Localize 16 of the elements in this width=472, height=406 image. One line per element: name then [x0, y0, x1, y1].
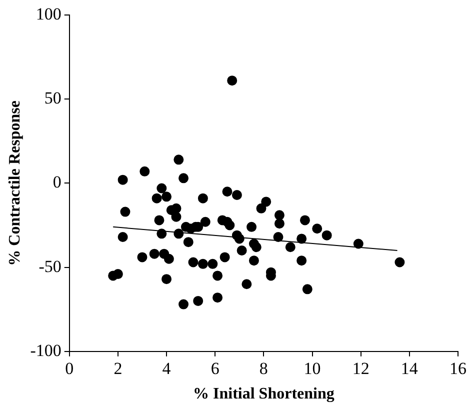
y-tick-label: -50 [38, 256, 62, 276]
y-tick-label: 50 [44, 88, 62, 108]
x-tick-label: 14 [400, 359, 418, 378]
x-tick-label: 4 [162, 359, 172, 378]
y-tick-label: -100 [30, 340, 62, 360]
x-axis-title: % Initial Shortening [193, 386, 334, 403]
x-tick-label: 0 [65, 359, 74, 378]
x-tick-label: 12 [352, 359, 370, 378]
y-tick-label: 0 [52, 172, 62, 192]
x-tick-label: 16 [450, 359, 466, 378]
x-tick-label: 6 [210, 359, 220, 378]
y-axis-title: % Contractile Response [6, 100, 24, 266]
y-tick-label: 100 [36, 4, 62, 24]
x-tick-label: 2 [114, 359, 122, 378]
x-tick-label: 10 [304, 359, 321, 378]
x-tick-label: 8 [259, 359, 268, 378]
